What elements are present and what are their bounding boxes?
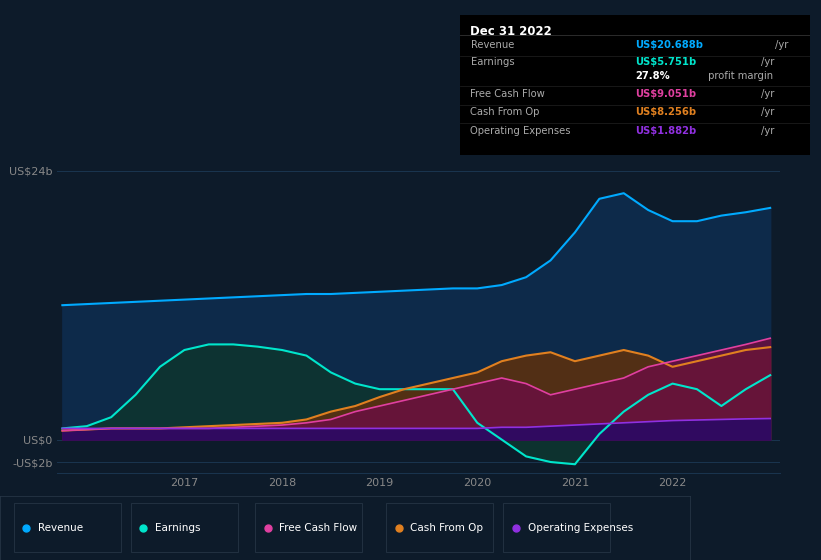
Text: Revenue: Revenue bbox=[470, 40, 514, 50]
Text: Cash From Op: Cash From Op bbox=[410, 523, 484, 533]
Text: Earnings: Earnings bbox=[155, 523, 200, 533]
Text: Dec 31 2022: Dec 31 2022 bbox=[470, 25, 553, 38]
Text: /yr: /yr bbox=[761, 57, 774, 67]
Text: US$1.882b: US$1.882b bbox=[635, 125, 696, 136]
Text: /yr: /yr bbox=[761, 89, 774, 99]
Text: US$5.751b: US$5.751b bbox=[635, 57, 696, 67]
Text: /yr: /yr bbox=[775, 40, 788, 50]
Text: Operating Expenses: Operating Expenses bbox=[470, 125, 571, 136]
Text: /yr: /yr bbox=[761, 125, 774, 136]
Text: profit margin: profit margin bbox=[705, 71, 773, 81]
Text: Free Cash Flow: Free Cash Flow bbox=[279, 523, 357, 533]
Text: Operating Expenses: Operating Expenses bbox=[528, 523, 633, 533]
Text: US$9.051b: US$9.051b bbox=[635, 89, 696, 99]
Text: US$8.256b: US$8.256b bbox=[635, 108, 696, 118]
Text: 27.8%: 27.8% bbox=[635, 71, 670, 81]
Text: /yr: /yr bbox=[761, 108, 774, 118]
Text: Revenue: Revenue bbox=[38, 523, 83, 533]
Text: US$20.688b: US$20.688b bbox=[635, 40, 703, 50]
Text: Earnings: Earnings bbox=[470, 57, 514, 67]
Text: Cash From Op: Cash From Op bbox=[470, 108, 540, 118]
Text: Free Cash Flow: Free Cash Flow bbox=[470, 89, 545, 99]
